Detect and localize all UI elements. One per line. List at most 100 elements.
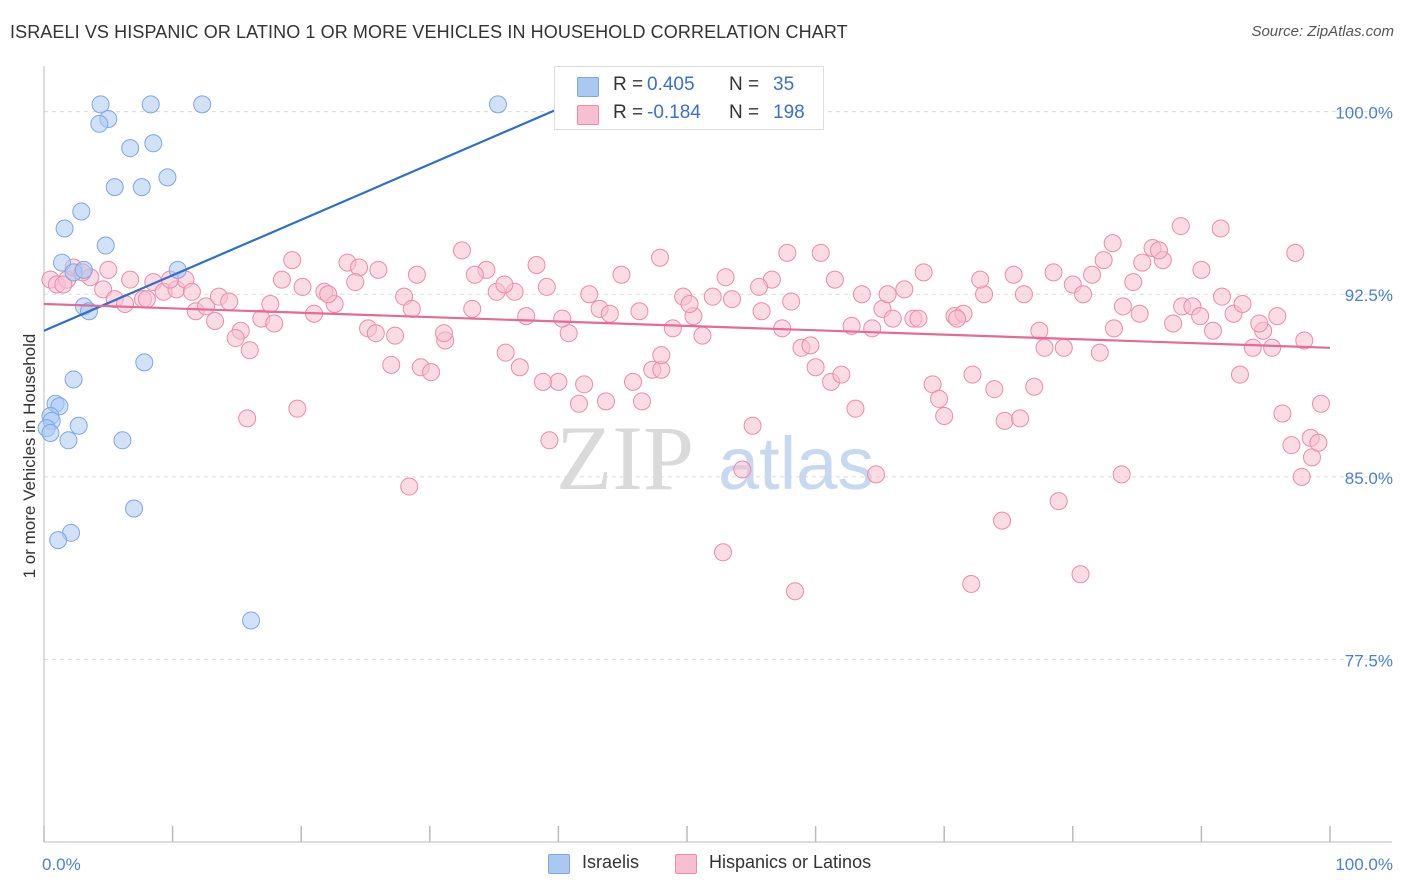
data-point-hispanics <box>716 268 735 287</box>
data-point-hispanics <box>930 389 949 408</box>
data-point-israelis <box>55 219 74 238</box>
data-point-hispanics <box>883 309 902 328</box>
legend-label-israelis: Israelis <box>582 852 640 872</box>
x-tick-label-min: 0.0% <box>42 855 81 874</box>
data-point-hispanics <box>832 365 851 384</box>
data-point-hispanics <box>909 309 928 328</box>
data-point-hispanics <box>346 273 365 292</box>
data-point-israelis <box>91 95 110 114</box>
data-point-hispanics <box>895 280 914 299</box>
data-point-israelis <box>144 134 163 153</box>
data-point-hispanics <box>600 304 619 323</box>
data-point-hispanics <box>985 380 1004 399</box>
legend-swatch-hispanics <box>675 854 697 874</box>
data-point-hispanics <box>1049 492 1068 511</box>
tick-labels: 77.5% 85.0% 92.5% 100.0% 0.0% 100.0% <box>42 104 1393 874</box>
data-point-hispanics <box>238 409 257 428</box>
data-point-hispanics <box>1171 217 1190 236</box>
data-point-hispanics <box>549 372 568 391</box>
data-point-hispanics <box>703 287 722 306</box>
data-point-hispanics <box>99 260 118 279</box>
data-point-hispanics <box>94 280 113 299</box>
watermark-zip: ZIP <box>556 407 694 509</box>
data-point-hispanics <box>1191 307 1210 326</box>
stats-row-hispanics: R = -0.184 N = 198 <box>555 99 823 129</box>
data-point-hispanics <box>1309 433 1328 452</box>
data-point-hispanics <box>1124 273 1143 292</box>
data-point-hispanics <box>54 275 73 294</box>
data-point-hispanics <box>1263 338 1282 357</box>
data-point-hispanics <box>206 312 225 331</box>
data-point-hispanics <box>693 326 712 345</box>
data-point-hispanics <box>1094 251 1113 270</box>
stats-swatch-israelis <box>577 77 599 97</box>
data-point-hispanics <box>995 411 1014 430</box>
data-point-hispanics <box>1011 409 1030 428</box>
data-point-hispanics <box>402 299 421 318</box>
data-point-israelis <box>132 178 151 197</box>
data-point-hispanics <box>1103 234 1122 253</box>
data-point-israelis <box>158 168 177 187</box>
legend-swatch-israelis <box>548 854 570 874</box>
data-point-hispanics <box>935 406 954 425</box>
series-hispanics-points <box>41 217 1330 601</box>
data-point-hispanics <box>366 324 385 343</box>
data-point-hispanics <box>580 285 599 304</box>
data-point-hispanics <box>752 302 771 321</box>
trend-line-israelis <box>43 103 570 332</box>
data-point-hispanics <box>1083 265 1102 284</box>
data-point-hispanics <box>743 416 762 435</box>
data-point-israelis <box>41 424 60 443</box>
data-point-israelis <box>74 260 93 279</box>
data-point-hispanics <box>240 341 259 360</box>
data-point-hispanics <box>652 346 671 365</box>
data-point-hispanics <box>137 290 156 309</box>
data-point-hispanics <box>1104 319 1123 338</box>
y-tick-label: 85.0% <box>1345 469 1393 488</box>
chart-title: ISRAELI VS HISPANIC OR LATINO 1 OR MORE … <box>10 22 848 42</box>
data-point-hispanics <box>265 314 284 333</box>
data-point-hispanics <box>553 309 572 328</box>
data-point-hispanics <box>1090 343 1109 362</box>
trend-line-hispanics <box>43 302 1331 349</box>
data-point-hispanics <box>962 574 981 593</box>
data-point-hispanics <box>1273 404 1292 423</box>
data-point-hispanics <box>226 329 245 348</box>
y-tick-label: 92.5% <box>1345 286 1393 305</box>
data-point-hispanics <box>533 372 552 391</box>
data-point-hispanics <box>527 256 546 275</box>
data-point-hispanics <box>650 248 669 267</box>
data-point-hispanics <box>517 307 536 326</box>
data-point-hispanics <box>261 294 280 313</box>
data-point-israelis <box>113 431 132 450</box>
data-point-hispanics <box>1025 377 1044 396</box>
data-point-hispanics <box>369 260 388 279</box>
data-point-hispanics <box>630 302 649 321</box>
data-point-hispanics <box>723 290 742 309</box>
data-point-hispanics <box>407 265 426 284</box>
data-point-hispanics <box>596 392 615 411</box>
trend-lines <box>43 103 1331 349</box>
data-point-hispanics <box>575 375 594 394</box>
data-point-hispanics <box>842 316 861 335</box>
data-point-hispanics <box>1004 265 1023 284</box>
data-point-hispanics <box>1211 219 1230 238</box>
data-point-hispanics <box>386 326 405 345</box>
data-point-hispanics <box>971 270 990 289</box>
data-point-hispanics <box>272 270 291 289</box>
data-point-hispanics <box>510 358 529 377</box>
chart-source: Source: ZipAtlas.com <box>1251 23 1394 40</box>
data-point-hispanics <box>452 241 471 260</box>
data-point-hispanics <box>319 285 338 304</box>
axes <box>43 66 1392 843</box>
data-point-hispanics <box>1230 365 1249 384</box>
stats-r-label: R = <box>613 74 644 95</box>
data-point-hispanics <box>1074 285 1093 304</box>
data-point-hispanics <box>463 299 482 318</box>
data-point-hispanics <box>1054 338 1073 357</box>
data-point-hispanics <box>1286 243 1305 262</box>
data-point-israelis <box>53 253 72 272</box>
y-tick-label: 100.0% <box>1335 104 1393 123</box>
data-point-israelis <box>69 416 88 435</box>
